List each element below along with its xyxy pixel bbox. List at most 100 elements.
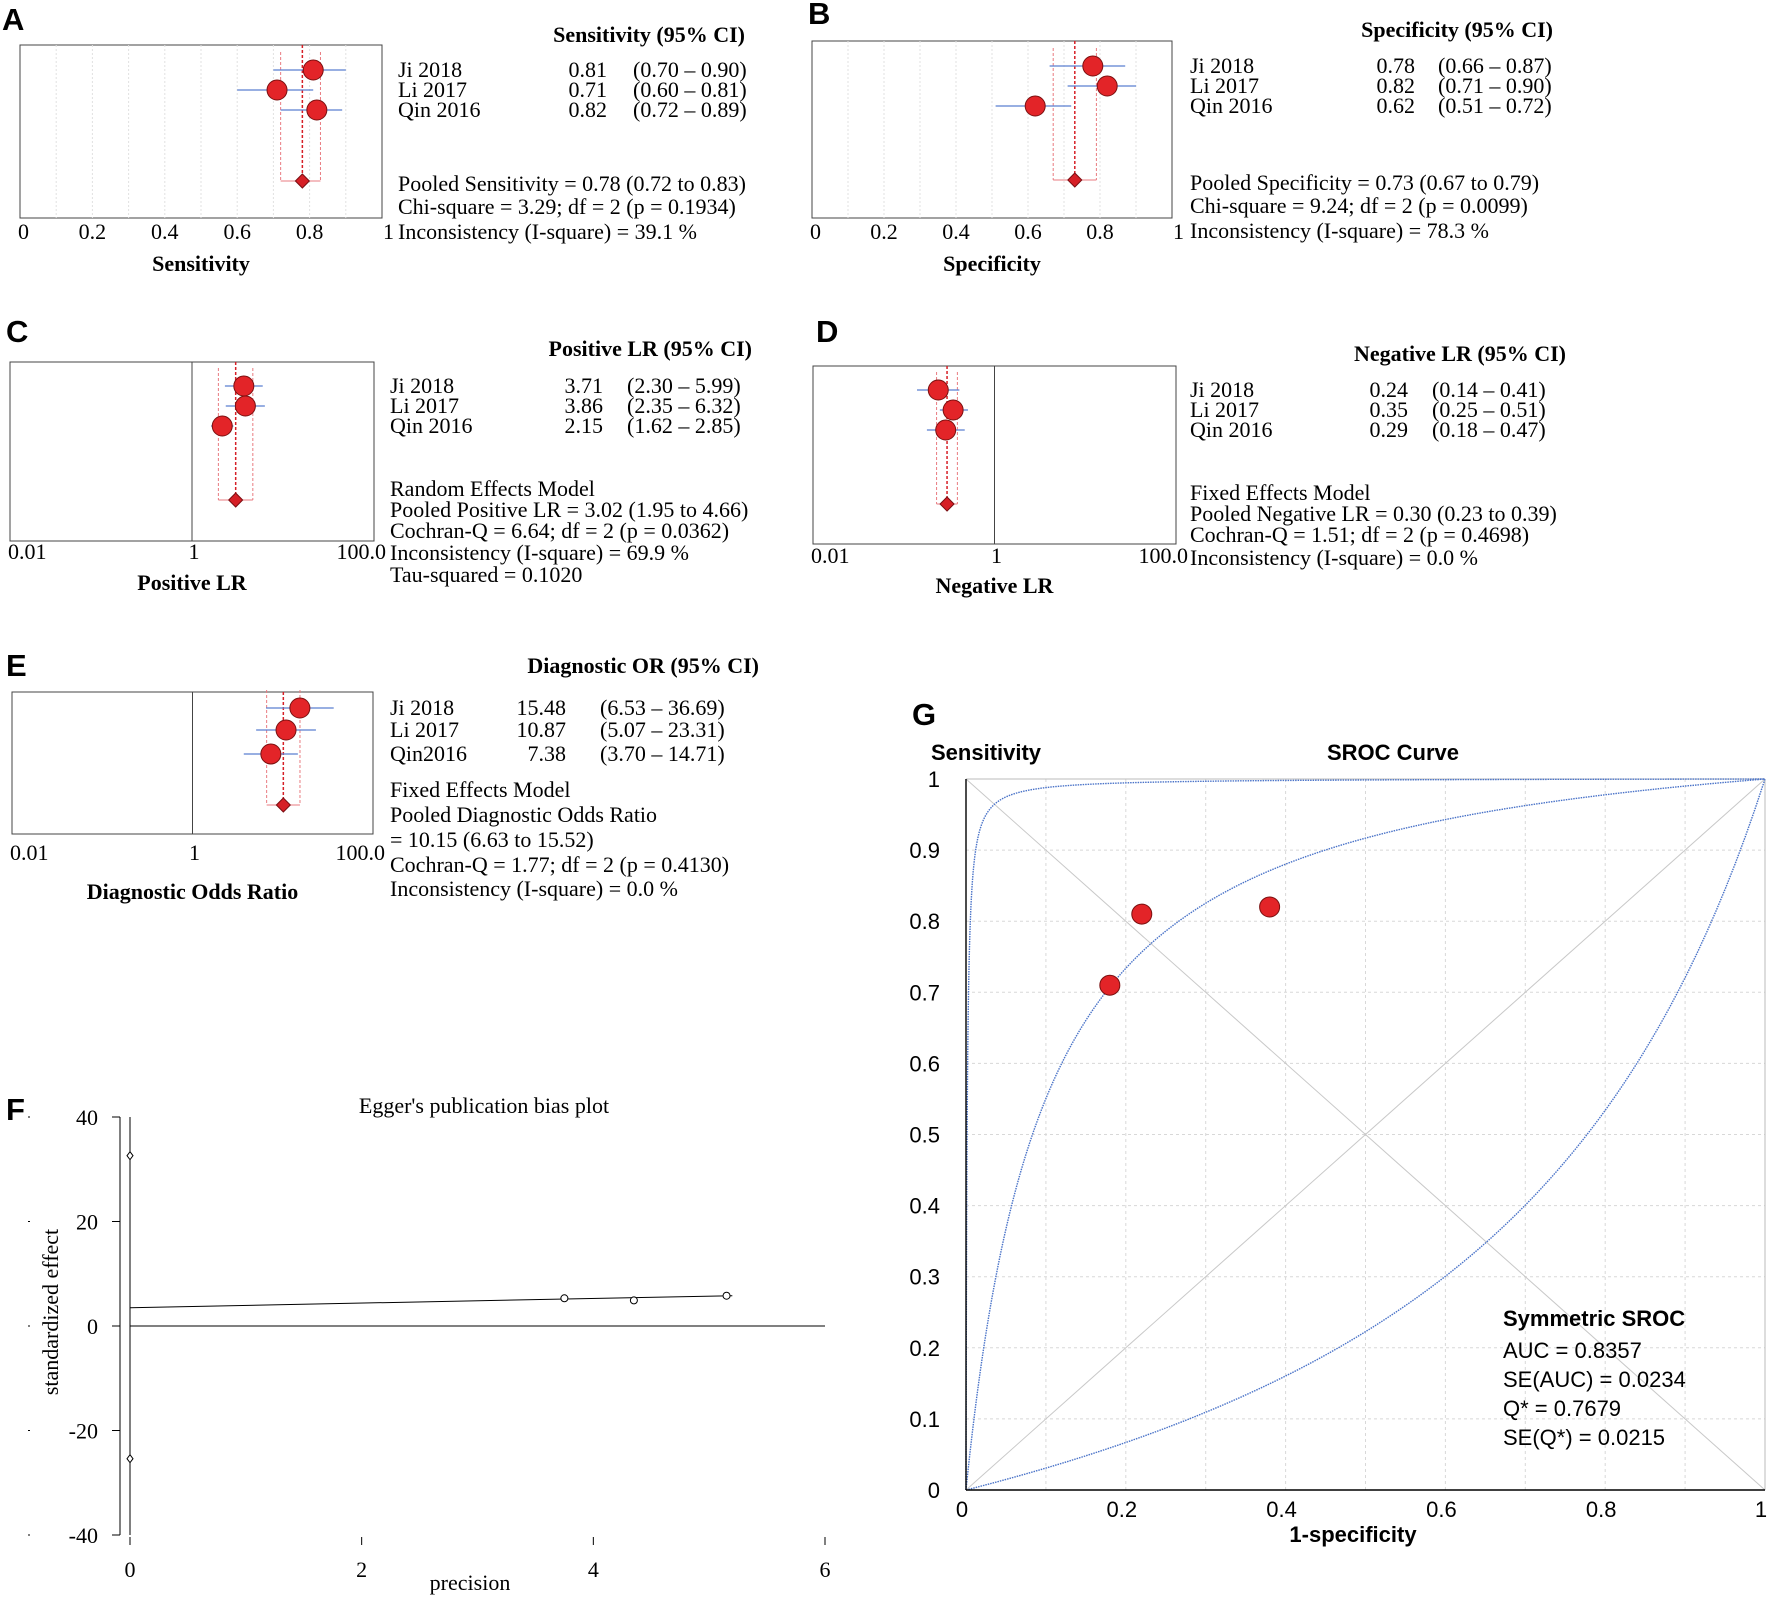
y-tick-label: 20: [76, 1210, 98, 1235]
x-tick-label: 100.0: [336, 840, 386, 865]
summary-line: Pooled Sensitivity = 0.78 (0.72 to 0.83): [398, 171, 746, 196]
x-tick-label: 100.0: [337, 539, 387, 564]
study-point: [935, 419, 957, 441]
study-estimate: 7.38: [528, 741, 567, 766]
panel-label-c: C: [6, 314, 28, 349]
summary-line: Inconsistency (I-square) = 39.1 %: [398, 219, 697, 244]
x-tick-label: 0: [956, 1497, 968, 1522]
study-point: [233, 375, 255, 397]
column-header: Diagnostic OR (95% CI): [527, 653, 759, 678]
summary-line: = 10.15 (6.63 to 15.52): [390, 827, 594, 852]
study-ci: (0.72 – 0.89): [633, 97, 747, 122]
forest-plot-e: E Ji 2018 15.48 (6.53 – 36.69) Li 2017 10.87 (…: [6, 648, 759, 904]
summary-line: Tau-squared = 0.1020: [390, 562, 582, 587]
y-axis-title: Sensitivity: [931, 740, 1042, 765]
y-tick-label: 1: [928, 767, 940, 792]
y-axis-label: standardized effect: [38, 1229, 63, 1395]
column-header: Sensitivity (95% CI): [553, 22, 745, 47]
x-tick-label: 0.01: [10, 840, 49, 865]
study-name: Qin 2016: [398, 97, 481, 122]
intercept-ci-mark: [126, 1453, 134, 1464]
pooled-diamond: [227, 492, 244, 508]
panel-label-g: G: [912, 697, 936, 732]
x-tick-label: 0.8: [1086, 219, 1114, 244]
summary-line: Inconsistency (I-square) = 69.9 %: [390, 540, 689, 565]
y-tick-label: 0.4: [909, 1194, 940, 1219]
panel-label-b: B: [808, 0, 830, 31]
study-point: [266, 79, 288, 101]
summary-line: Random Effects Model: [390, 476, 595, 501]
sroc-curve: [965, 778, 1766, 1491]
q-star-diagonal: [965, 778, 1766, 1491]
column-header: Positive LR (95% CI): [549, 336, 752, 361]
forest-plot-b: B Ji 2018 0.78 (0.66 – 0.87) Li 2017 0.82 (0.7…: [808, 0, 1553, 276]
y-tick-label: 0.8: [909, 909, 940, 934]
study-point: [275, 719, 297, 741]
y-tick-label: 0.1: [909, 1407, 940, 1432]
legend-line: Q* = 0.7679: [1503, 1396, 1621, 1421]
study-estimate: 0.82: [569, 97, 608, 122]
study-ci: (3.70 – 14.71): [600, 741, 725, 766]
study-ci: (0.18 – 0.47): [1432, 417, 1546, 442]
summary-line: Inconsistency (I-square) = 0.0 %: [390, 876, 678, 901]
pooled-diamond: [275, 797, 292, 813]
legend-line: AUC = 0.8357: [1503, 1338, 1642, 1363]
y-tick-label: -20: [69, 1419, 98, 1444]
study-name: Li 2017: [398, 77, 467, 102]
y-tick-label: 0.3: [909, 1265, 940, 1290]
study-point: [234, 395, 256, 417]
study-estimate: 15.48: [517, 695, 567, 720]
intercept-ci-mark: [126, 1150, 134, 1161]
x-tick-label: 100.0: [1139, 543, 1189, 568]
sroc-lower-bound: [965, 778, 1766, 1491]
y-tick-label: 0: [928, 1478, 940, 1503]
study-ci: (0.66 – 0.87): [1438, 53, 1552, 78]
x-axis-label: Sensitivity: [152, 251, 250, 276]
x-tick-label: 1: [383, 219, 394, 244]
x-tick-label: 0.2: [1107, 1497, 1138, 1522]
study-estimate: 0.82: [1377, 73, 1416, 98]
study-name: Qin 2016: [1190, 93, 1273, 118]
legend-title: Symmetric SROC: [1503, 1306, 1685, 1331]
study-ci: (0.70 – 0.90): [633, 57, 747, 82]
summary-line: Cochran-Q = 6.64; df = 2 (p = 0.0362): [390, 518, 729, 543]
panel-label-d: D: [816, 314, 838, 349]
study-name: Li 2017: [1190, 73, 1259, 98]
x-tick-label: 2: [356, 1557, 367, 1582]
sroc-upper-bound: [965, 778, 1766, 1490]
study-point: [629, 1296, 638, 1305]
study-estimate: 0.81: [569, 57, 608, 82]
pooled-diamond: [294, 173, 311, 189]
study-point: [722, 1291, 731, 1300]
study-ci: (2.30 – 5.99): [627, 373, 741, 398]
study-name: Ji 2018: [398, 57, 462, 82]
study-estimate: 0.78: [1377, 53, 1416, 78]
x-tick-label: 0.4: [1266, 1497, 1297, 1522]
study-ci: (0.71 – 0.90): [1438, 73, 1552, 98]
study-point: [1099, 974, 1121, 996]
summary-line: Pooled Negative LR = 0.30 (0.23 to 0.39): [1190, 501, 1557, 526]
study-point: [302, 59, 324, 81]
chart-title: SROC Curve: [1327, 740, 1459, 765]
study-name: Li 2017: [390, 717, 459, 742]
x-tick-label: 0.4: [151, 219, 179, 244]
study-estimate: 0.62: [1377, 93, 1416, 118]
study-name: Ji 2018: [1190, 53, 1254, 78]
legend-line: SE(AUC) = 0.0234: [1503, 1367, 1686, 1392]
x-tick-label: 1: [1173, 219, 1184, 244]
study-ci: (0.51 – 0.72): [1438, 93, 1552, 118]
x-tick-label: 0.01: [8, 539, 47, 564]
study-estimate: 0.29: [1370, 417, 1409, 442]
study-ci: (1.62 – 2.85): [627, 413, 741, 438]
study-ci: (0.25 – 0.51): [1432, 397, 1546, 422]
study-point: [927, 379, 949, 401]
study-ci: (6.53 – 36.69): [600, 695, 725, 720]
x-tick-label: 0: [125, 1557, 136, 1582]
study-point: [942, 399, 964, 421]
y-tick-label: 0.7: [909, 980, 940, 1005]
pooled-diamond: [939, 496, 955, 512]
study-name: Ji 2018: [390, 695, 454, 720]
x-axis-title: 1-specificity: [1289, 1522, 1417, 1547]
x-tick-label: 0.01: [811, 543, 850, 568]
study-estimate: 3.71: [565, 373, 604, 398]
